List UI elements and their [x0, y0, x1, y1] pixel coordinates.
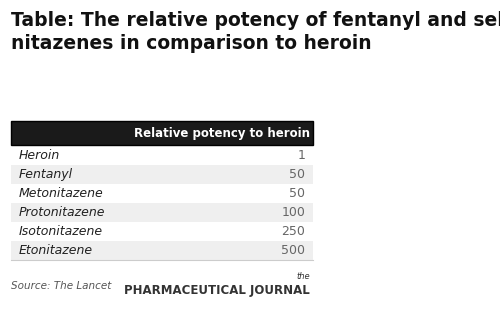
Text: Table: The relative potency of fentanyl and selected
nitazenes in comparison to : Table: The relative potency of fentanyl …	[11, 11, 500, 53]
Text: Relative potency to heroin: Relative potency to heroin	[134, 127, 310, 140]
FancyBboxPatch shape	[11, 222, 313, 241]
FancyBboxPatch shape	[11, 203, 313, 222]
Text: the: the	[296, 272, 310, 281]
Text: Etonitazene: Etonitazene	[19, 244, 93, 257]
FancyBboxPatch shape	[11, 121, 313, 145]
Text: Heroin: Heroin	[19, 149, 60, 161]
Text: Source: The Lancet: Source: The Lancet	[11, 281, 112, 291]
Text: Metonitazene: Metonitazene	[19, 187, 104, 200]
FancyBboxPatch shape	[11, 165, 313, 184]
Text: 50: 50	[289, 187, 305, 200]
Text: 1: 1	[297, 149, 305, 161]
Text: Protonitazene: Protonitazene	[19, 206, 106, 219]
FancyBboxPatch shape	[11, 241, 313, 260]
Text: PHARMACEUTICAL JOURNAL: PHARMACEUTICAL JOURNAL	[124, 284, 310, 297]
Text: Isotonitazene: Isotonitazene	[19, 225, 103, 238]
Text: 50: 50	[289, 168, 305, 181]
Text: Fentanyl: Fentanyl	[19, 168, 73, 181]
Text: 100: 100	[281, 206, 305, 219]
FancyBboxPatch shape	[11, 145, 313, 165]
Text: 500: 500	[281, 244, 305, 257]
Text: 250: 250	[281, 225, 305, 238]
FancyBboxPatch shape	[11, 184, 313, 203]
